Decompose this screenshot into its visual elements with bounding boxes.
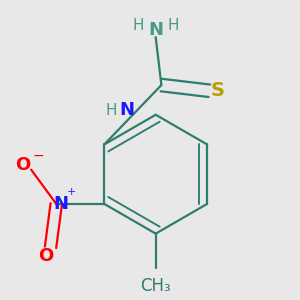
Text: O: O — [38, 248, 54, 266]
Text: H: H — [133, 18, 144, 33]
Text: N: N — [53, 195, 68, 213]
Text: −: − — [32, 149, 44, 163]
Text: CH₃: CH₃ — [140, 277, 171, 295]
Text: H: H — [167, 18, 178, 33]
Text: S: S — [210, 81, 224, 100]
Text: N: N — [120, 101, 135, 119]
Text: N: N — [148, 21, 163, 39]
Text: O: O — [16, 156, 31, 174]
Text: H: H — [105, 103, 117, 118]
Text: +: + — [66, 188, 76, 197]
